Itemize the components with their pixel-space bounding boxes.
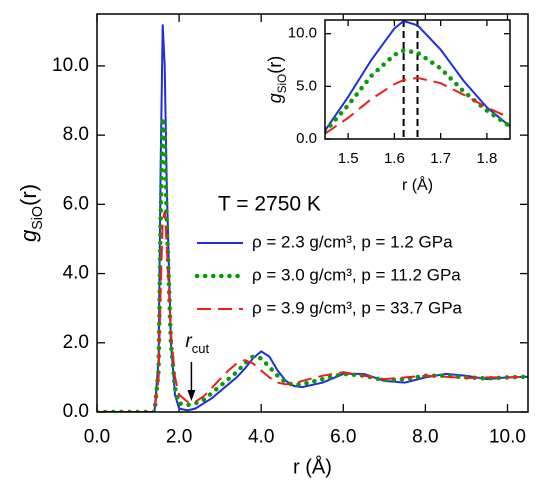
y-tick-label: 10.0	[52, 55, 89, 76]
y-label-sub: SiO	[30, 206, 46, 230]
data-line	[325, 76, 510, 135]
marker-label: rcut	[185, 331, 209, 356]
x-tick-label: 2.0	[166, 427, 192, 448]
y-label-main: g	[265, 93, 285, 103]
y-axis-label: gSiO(r)	[265, 56, 289, 103]
marker-arrowhead	[187, 390, 196, 401]
x-axis-label: r (Å)	[402, 175, 433, 194]
x-tick-label: 8.0	[412, 427, 438, 448]
annotation: T = 2750 K	[218, 193, 321, 216]
y-tick-label: 8.0	[63, 124, 89, 145]
x-axis-label: r (Å)	[293, 455, 332, 478]
data-line	[97, 211, 528, 412]
legend-label: ρ = 2.3 g/cm³, p = 1.2 GPa	[252, 232, 453, 251]
y-label-main: g	[16, 229, 41, 242]
y-label-tail: (r)	[16, 184, 41, 206]
plot-frame	[96, 13, 529, 413]
legend-label: ρ = 3.9 g/cm³, p = 33.7 GPa	[252, 298, 463, 317]
y-tick-label: 0.0	[63, 401, 89, 422]
x-tick-label: 6.0	[330, 427, 356, 448]
marker-sub: cut	[192, 341, 210, 356]
y-tick-label: 10.0	[288, 25, 317, 42]
x-tick-label: 10.0	[489, 427, 526, 448]
x-tick-label: 1.6	[384, 150, 405, 167]
y-tick-label: 6.0	[63, 193, 89, 214]
plot-frame	[324, 19, 511, 140]
y-tick-label: 5.0	[296, 77, 317, 94]
x-tick-label: 0.0	[84, 427, 110, 448]
x-tick-label: 1.8	[476, 150, 497, 167]
data-line	[97, 117, 528, 412]
x-tick-label: 1.5	[338, 150, 359, 167]
x-tick-label: 4.0	[248, 427, 274, 448]
data-line	[97, 24, 528, 412]
y-tick-label: 0.0	[296, 130, 317, 147]
x-tick-label: 1.7	[430, 150, 451, 167]
y-label-sub: SiO	[276, 74, 289, 93]
y-tick-label: 2.0	[63, 332, 89, 353]
y-label-tail: (r)	[265, 56, 285, 74]
data-line	[325, 20, 510, 132]
y-axis-label: gSiO(r)	[16, 184, 46, 242]
legend-label: ρ = 3.0 g/cm³, p = 11.2 GPa	[252, 265, 461, 284]
marker-text: r	[185, 331, 192, 352]
y-tick-label: 4.0	[63, 263, 89, 284]
